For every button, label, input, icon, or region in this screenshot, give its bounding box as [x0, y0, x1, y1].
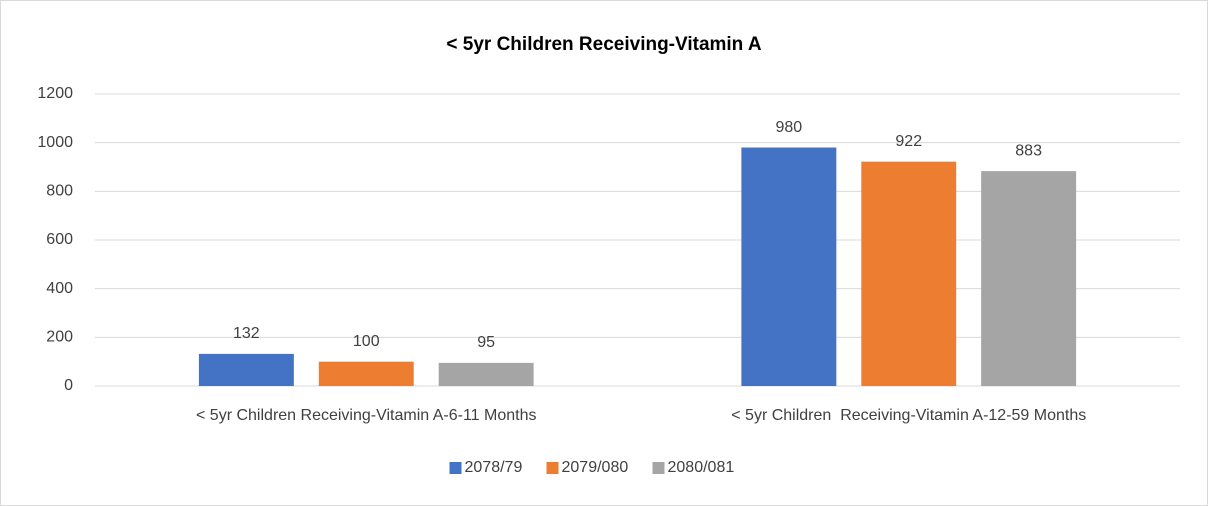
y-tick-label: 200	[46, 329, 73, 346]
y-tick-label: 800	[46, 183, 73, 200]
legend-label: 2078/79	[465, 459, 523, 476]
bar	[198, 353, 294, 386]
bar	[741, 147, 837, 386]
chart-title: < 5yr Children Receiving-Vitamin A	[446, 34, 761, 55]
x-tick-label: < 5yr Children Receiving-Vitamin A-12-59…	[731, 407, 1086, 424]
legend-swatch	[652, 462, 665, 474]
legend-swatch	[546, 462, 559, 474]
y-tick-label: 600	[46, 231, 73, 248]
x-tick-label: < 5yr Children Receiving-Vitamin A-6-11 …	[196, 407, 536, 424]
y-tick-label: 1000	[37, 134, 73, 151]
data-label: 980	[776, 119, 803, 136]
bar	[438, 362, 534, 386]
data-label: 132	[233, 325, 260, 342]
data-label: 883	[1015, 142, 1042, 159]
y-tick-label: 0	[64, 377, 73, 394]
data-label: 100	[353, 333, 380, 350]
legend-label: 2080/081	[668, 459, 735, 476]
y-tick-label: 1200	[37, 85, 73, 102]
data-label: 922	[895, 133, 922, 150]
legend-label: 2079/080	[562, 459, 629, 476]
y-tick-label: 400	[46, 280, 73, 297]
bar	[861, 161, 957, 386]
data-label: 95	[477, 334, 495, 351]
bar	[318, 361, 414, 386]
bar	[981, 171, 1077, 386]
legend-swatch	[449, 462, 462, 474]
